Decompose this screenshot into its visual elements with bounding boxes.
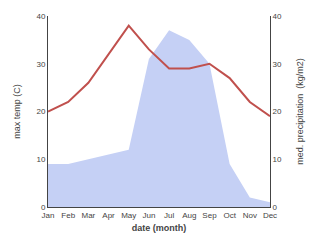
svg-text:30: 30 (36, 60, 45, 69)
svg-text:10: 10 (36, 155, 45, 164)
svg-text:Oct: Oct (223, 211, 236, 220)
svg-text:May: May (121, 211, 136, 220)
svg-text:0: 0 (273, 203, 278, 212)
svg-text:0: 0 (41, 203, 46, 212)
svg-text:date (month): date (month) (132, 223, 187, 233)
svg-text:Dec: Dec (263, 211, 277, 220)
svg-text:Sep: Sep (202, 211, 217, 220)
svg-text:Jan: Jan (42, 211, 55, 220)
svg-text:10: 10 (273, 155, 282, 164)
svg-text:Aug: Aug (182, 211, 196, 220)
svg-text:30: 30 (273, 60, 282, 69)
svg-text:med. precipitation (kg/m2): med. precipitation (kg/m2) (295, 58, 305, 165)
svg-text:max temp (C): max temp (C) (12, 84, 22, 139)
svg-text:20: 20 (273, 107, 282, 116)
svg-text:20: 20 (36, 107, 45, 116)
svg-text:40: 40 (273, 12, 282, 21)
svg-text:40: 40 (36, 12, 45, 21)
svg-text:Nov: Nov (243, 211, 257, 220)
svg-text:Jun: Jun (142, 211, 155, 220)
svg-text:Apr: Apr (102, 211, 115, 220)
svg-text:Mar: Mar (81, 211, 95, 220)
svg-text:Jul: Jul (164, 211, 174, 220)
svg-text:Feb: Feb (61, 211, 75, 220)
